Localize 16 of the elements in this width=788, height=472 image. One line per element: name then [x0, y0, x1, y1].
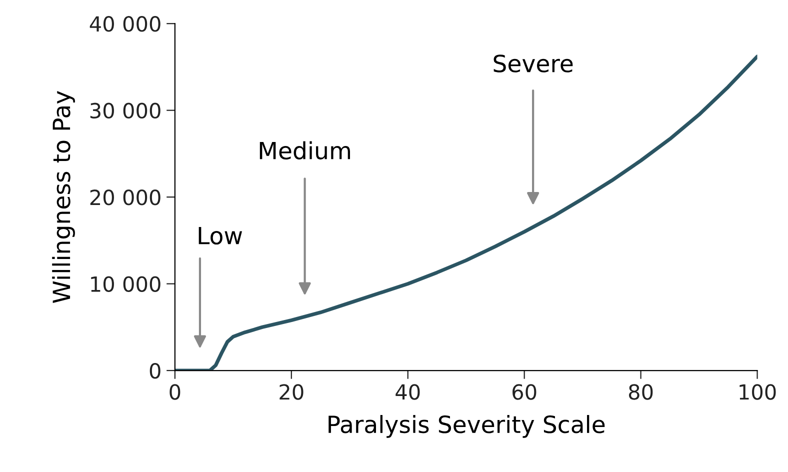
x-tick-label: 60 — [512, 384, 536, 400]
y-tick-label: 20 000 — [90, 190, 160, 206]
x-tick-label: 40 — [396, 384, 420, 400]
annotation: Severe — [494, 54, 573, 72]
x-tick-label: 80 — [628, 384, 653, 400]
y-tick-label: 30 000 — [90, 102, 160, 119]
x-tick-label: 0 — [170, 384, 180, 400]
y-tick-label: 10 000 — [91, 276, 160, 292]
x-tick-label: 100 — [740, 384, 776, 400]
y-tick-label: 40 000 — [90, 16, 160, 32]
y-tick-label: 0 — [150, 362, 160, 379]
x-axis-title: Paralysis Severity Scale — [328, 414, 605, 438]
x-tick-label: 20 — [280, 384, 304, 400]
annotation: Low — [198, 226, 242, 244]
y-axis-title: Willingness to Pay — [52, 91, 75, 303]
annotation: Medium — [260, 141, 350, 160]
